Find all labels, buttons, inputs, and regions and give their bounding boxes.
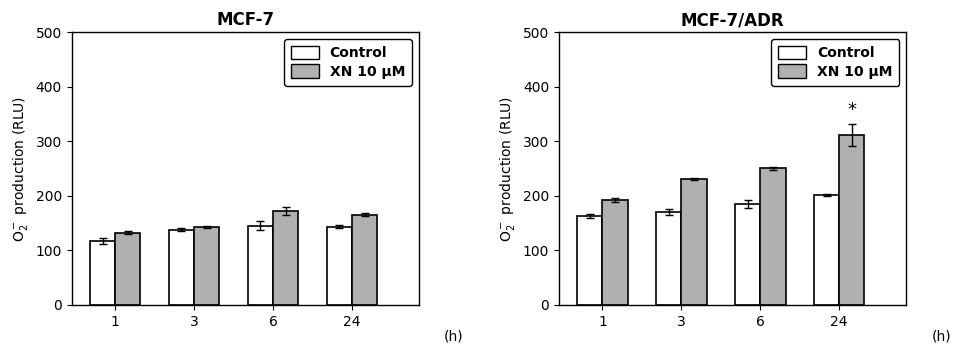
Bar xyxy=(194,227,219,305)
Bar xyxy=(352,215,377,305)
Bar xyxy=(273,211,298,305)
Legend: Control, XN 10 μM: Control, XN 10 μM xyxy=(283,39,411,86)
Bar xyxy=(327,227,352,305)
Bar xyxy=(655,212,680,305)
Legend: Control, XN 10 μM: Control, XN 10 μM xyxy=(771,39,899,86)
Bar xyxy=(838,135,864,305)
Text: (h): (h) xyxy=(444,330,463,344)
Text: *: * xyxy=(847,102,855,119)
Bar xyxy=(89,241,115,305)
Text: (h): (h) xyxy=(930,330,949,344)
Y-axis label: O$_2^-$ production (RLU): O$_2^-$ production (RLU) xyxy=(12,95,30,241)
Title: MCF-7: MCF-7 xyxy=(216,11,274,29)
Bar xyxy=(759,169,785,305)
Bar xyxy=(813,195,838,305)
Bar xyxy=(602,200,627,305)
Y-axis label: O$_2^-$ production (RLU): O$_2^-$ production (RLU) xyxy=(498,95,517,241)
Bar xyxy=(248,226,273,305)
Bar xyxy=(115,233,140,305)
Bar xyxy=(577,216,602,305)
Bar xyxy=(169,230,194,305)
Bar xyxy=(680,179,706,305)
Bar xyxy=(734,204,759,305)
Title: MCF-7/ADR: MCF-7/ADR xyxy=(680,11,783,29)
